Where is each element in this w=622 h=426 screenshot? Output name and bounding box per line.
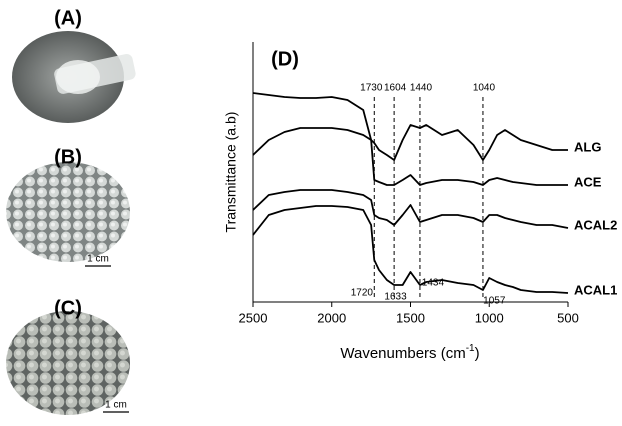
x-tick-label: 2000 <box>317 310 346 325</box>
series-label: ACAL1 <box>574 282 617 297</box>
series-label: ACE <box>574 174 602 189</box>
scale-label: 1 cm <box>105 400 127 411</box>
peak-label: 1057 <box>483 296 506 307</box>
peak-label: 1633 <box>384 292 407 303</box>
series-label: ALG <box>574 139 601 154</box>
panel-label: (C) <box>54 297 82 319</box>
scale-label: 1 cm <box>87 254 109 265</box>
x-tick-label: 1000 <box>475 310 504 325</box>
gel <box>56 60 100 94</box>
peak-label: 1720 <box>351 288 374 299</box>
x-tick-label: 2500 <box>239 310 268 325</box>
x-tick-label: 1500 <box>396 310 425 325</box>
panel-label: (A) <box>54 7 82 29</box>
figure: (A) (B) (C) 1 cm 1 cm (D) Transmittance … <box>0 0 622 426</box>
x-label-text: Wavenumbers (cm <box>340 345 465 362</box>
panel-label: (B) <box>54 146 82 168</box>
spectrum <box>253 190 568 228</box>
x-tick-label: 500 <box>557 310 579 325</box>
peak-label: 1040 <box>473 83 496 94</box>
photo-b <box>6 162 130 262</box>
y-axis-label: Transmittance (a.b) <box>223 112 239 233</box>
spectrum <box>253 206 568 293</box>
x-label-end: ) <box>475 345 480 362</box>
peak-label: 1440 <box>410 83 433 94</box>
peak-label: 1730 <box>360 83 383 94</box>
spectrum <box>253 125 568 160</box>
x-axis-label: Wavenumbers (cm-1) <box>340 343 479 362</box>
series-label: ACAL2 <box>574 217 617 232</box>
panel-label: (D) <box>271 48 299 70</box>
peak-label: 1604 <box>384 83 407 94</box>
